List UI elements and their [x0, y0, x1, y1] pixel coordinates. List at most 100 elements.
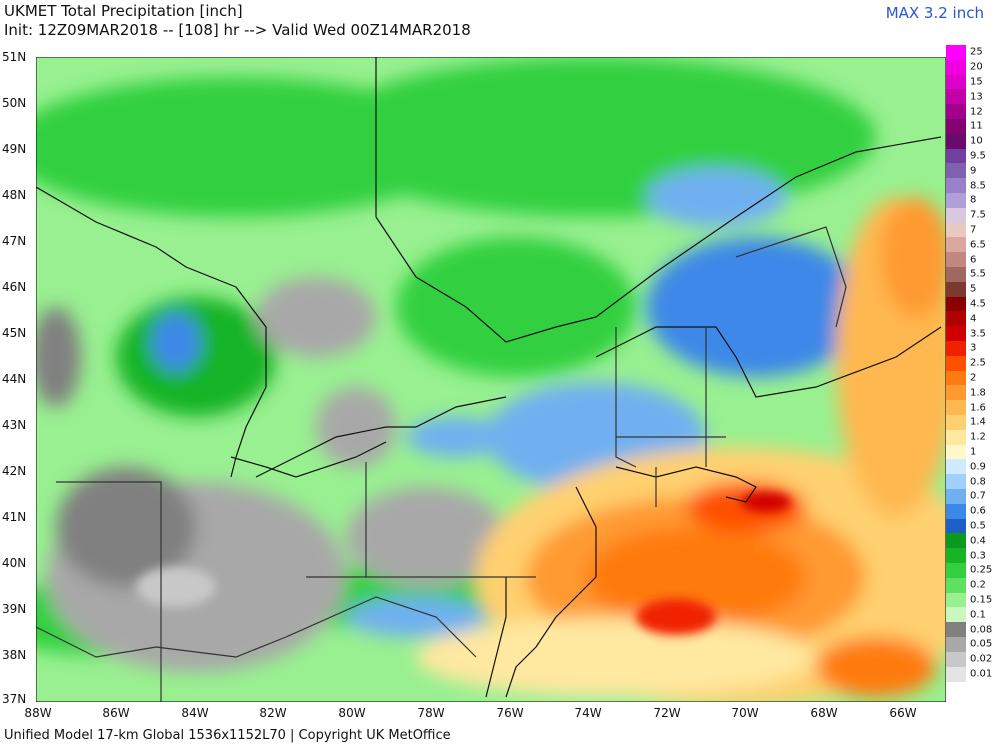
- legend-swatch: [946, 163, 966, 179]
- max-precip-label: MAX 3.2 inch: [885, 4, 984, 22]
- lat-label: 42N: [2, 464, 27, 478]
- legend-swatch: [946, 415, 966, 431]
- legend-swatch: [946, 222, 966, 238]
- lon-label: 66W: [889, 706, 917, 720]
- legend-swatch: [946, 341, 966, 357]
- legend-label: 10: [970, 135, 983, 147]
- legend-swatch: [946, 666, 966, 682]
- legend-label: 6: [970, 254, 977, 266]
- legend-swatch: [946, 607, 966, 623]
- legend-label: 0.05: [970, 638, 993, 650]
- lat-label: 47N: [2, 234, 27, 248]
- legend-swatch: [946, 89, 966, 105]
- legend-label: 5: [970, 283, 977, 295]
- legend-swatch: [946, 355, 966, 372]
- legend-swatch: [946, 74, 966, 90]
- legend-swatch: [946, 45, 966, 61]
- legend-swatch: [946, 207, 966, 224]
- legend-label: 6.5: [970, 239, 986, 251]
- lat-label: 50N: [2, 96, 27, 110]
- legend-swatch: [946, 119, 966, 135]
- legend-swatch: [946, 252, 966, 268]
- legend-swatch: [946, 148, 966, 164]
- legend-swatch: [946, 104, 966, 120]
- legend-swatch: [946, 548, 966, 564]
- legend-label: 0.9: [970, 461, 986, 473]
- lon-label: 68W: [810, 706, 838, 720]
- legend-swatch: [946, 429, 966, 446]
- legend-swatch: [946, 622, 966, 638]
- legend-label: 12: [970, 106, 983, 118]
- legend-label: 4: [970, 313, 977, 325]
- lon-label: 86W: [102, 706, 130, 720]
- legend-label: 2: [970, 372, 977, 384]
- legend-label: 0.01: [970, 668, 993, 680]
- legend-swatch: [946, 489, 966, 505]
- legend-label: 1: [970, 446, 977, 458]
- legend-swatch: [946, 563, 966, 579]
- lat-label: 37N: [2, 692, 27, 706]
- lon-label: 88W: [24, 706, 52, 720]
- legend-swatch: [946, 637, 966, 653]
- legend-label: 0.1: [970, 609, 986, 621]
- legend-label: 15: [970, 76, 983, 88]
- legend-label: 25: [970, 46, 983, 58]
- lat-label: 41N: [2, 510, 27, 524]
- legend-label: 0.3: [970, 550, 986, 562]
- legend-label: 8: [970, 194, 977, 206]
- legend-label: 1.6: [970, 402, 986, 414]
- legend-label: 0.8: [970, 476, 986, 488]
- lon-label: 76W: [496, 706, 524, 720]
- legend-label: 0.5: [970, 520, 986, 532]
- legend-label: 3: [970, 342, 977, 354]
- legend-label: 0.2: [970, 579, 986, 591]
- legend-label: 7.5: [970, 209, 986, 221]
- legend-swatch: [946, 444, 966, 460]
- legend-label: 1.4: [970, 416, 986, 428]
- legend-swatch: [946, 577, 966, 594]
- legend-label: 4.5: [970, 298, 986, 310]
- legend-label: 0.4: [970, 535, 986, 547]
- legend-swatch: [946, 385, 966, 401]
- legend-label: 20: [970, 61, 983, 73]
- lon-label: 82W: [259, 706, 287, 720]
- lat-label: 49N: [2, 142, 27, 156]
- lat-label: 44N: [2, 372, 27, 386]
- legend-label: 0.6: [970, 505, 986, 517]
- lon-label: 74W: [574, 706, 602, 720]
- legend-label: 0.15: [970, 594, 993, 606]
- lat-label: 39N: [2, 602, 27, 616]
- legend-label: 0.02: [970, 653, 993, 665]
- legend-swatch: [946, 503, 966, 520]
- lon-label: 80W: [338, 706, 366, 720]
- legend-label: 9.5: [970, 150, 986, 162]
- legend-label: 7: [970, 224, 977, 236]
- legend-swatch: [946, 281, 966, 298]
- lat-label: 46N: [2, 280, 27, 294]
- legend-swatch: [946, 237, 966, 253]
- lon-label: 84W: [181, 706, 209, 720]
- legend-swatch: [946, 178, 966, 194]
- legend-label: 13: [970, 91, 983, 103]
- legend-label: 11: [970, 120, 983, 132]
- legend-label: 5.5: [970, 268, 986, 280]
- lon-label: 78W: [417, 706, 445, 720]
- legend-swatch: [946, 592, 966, 608]
- legend-label: 1.2: [970, 431, 986, 443]
- legend-label: 1.8: [970, 387, 986, 399]
- lat-label: 38N: [2, 648, 27, 662]
- lat-label: 43N: [2, 418, 27, 432]
- legend-swatch: [946, 326, 966, 342]
- legend-swatch: [946, 459, 966, 475]
- title-line-1: UKMET Total Precipitation [inch]: [4, 2, 243, 20]
- legend-swatch: [946, 370, 966, 386]
- precipitation-map: [36, 57, 946, 702]
- legend-swatch: [946, 651, 966, 668]
- legend-label: 0.08: [970, 624, 993, 636]
- model-credit: Unified Model 17-km Global 1536x1152L70 …: [4, 728, 451, 743]
- lon-label: 72W: [653, 706, 681, 720]
- legend-label: 8.5: [970, 180, 986, 192]
- legend-label: 0.25: [970, 564, 993, 576]
- legend-swatch: [946, 59, 966, 76]
- legend-swatch: [946, 193, 966, 209]
